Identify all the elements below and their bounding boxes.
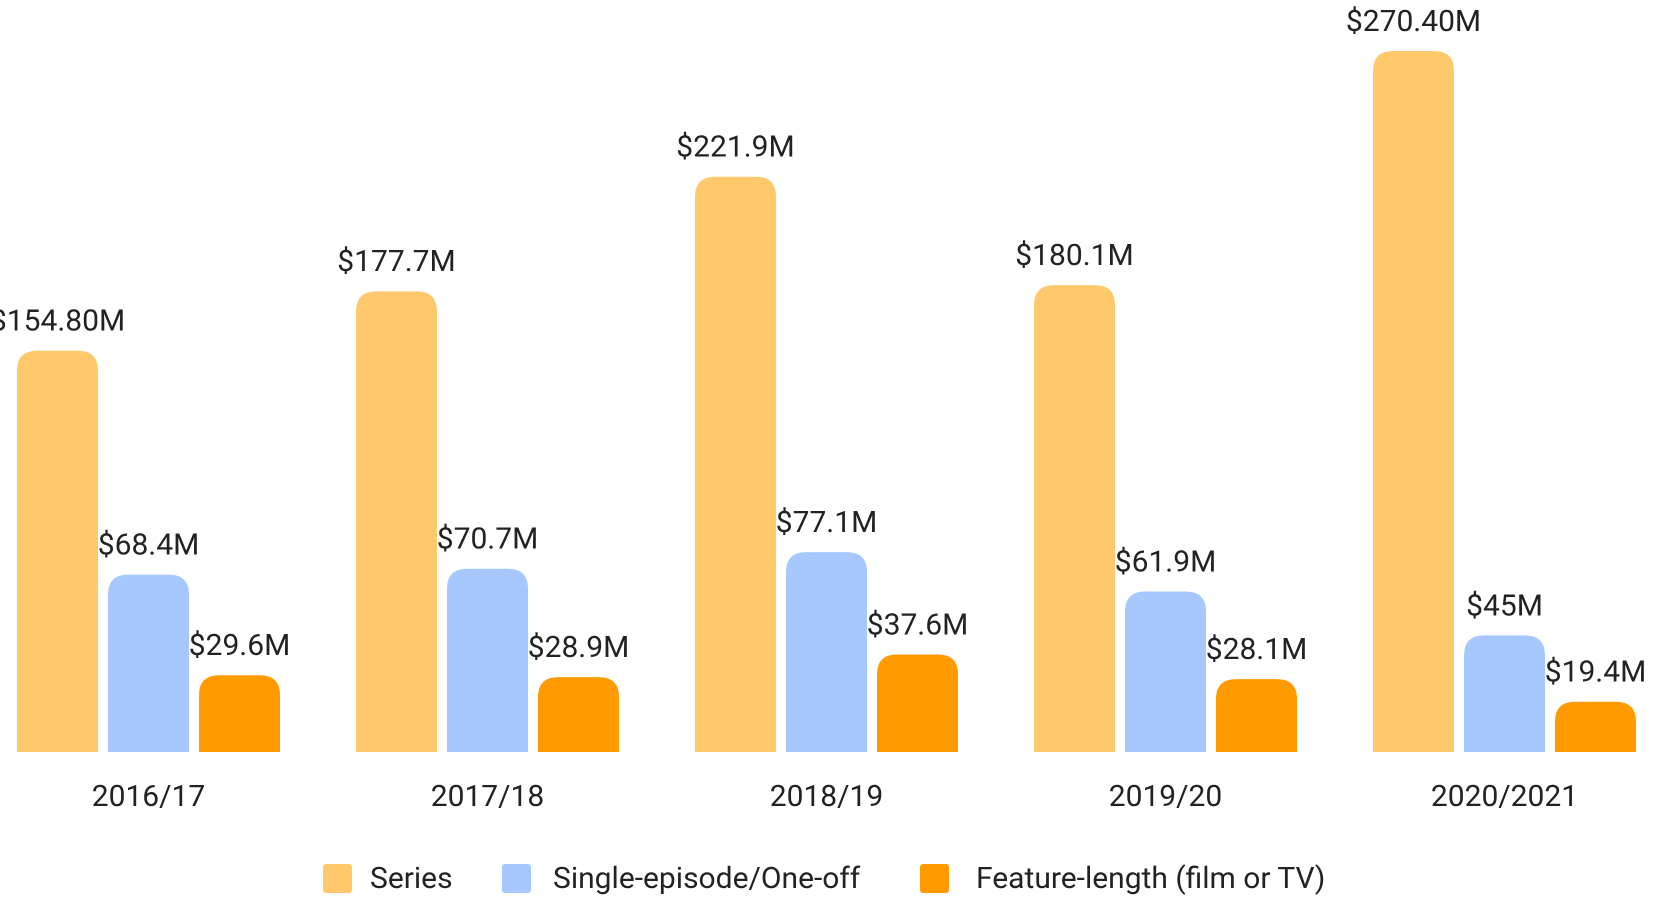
bar: [1034, 285, 1115, 752]
bar: [1125, 591, 1206, 752]
value-label: $70.7M: [437, 522, 539, 557]
bar: [786, 552, 867, 752]
x-tick-label: 2018/19: [770, 779, 884, 814]
legend-swatch: [323, 864, 352, 893]
value-label: $45M: [1466, 588, 1543, 623]
value-label: $270.40M: [1346, 4, 1481, 39]
x-tick-label: 2016/17: [92, 779, 206, 814]
value-label: $28.1M: [1206, 632, 1308, 667]
bar: [356, 291, 437, 752]
bar: [1373, 51, 1454, 752]
bar: [538, 677, 619, 752]
bar: [1464, 635, 1545, 752]
x-tick-label: 2020/2021: [1431, 779, 1578, 814]
legend-label: Single-episode/One-off: [553, 861, 861, 896]
bar: [1216, 679, 1297, 752]
legend-label: Feature-length (film or TV): [976, 861, 1325, 896]
bar: [17, 350, 98, 752]
x-tick-label: 2019/20: [1109, 779, 1223, 814]
value-label: $68.4M: [98, 528, 200, 563]
x-tick-label: 2017/18: [431, 779, 545, 814]
bar: [447, 568, 528, 752]
bar: [877, 654, 958, 752]
value-label: $28.9M: [528, 630, 630, 665]
value-label: $77.1M: [776, 505, 878, 540]
value-label: $154.80M: [0, 304, 125, 339]
legend-swatch: [920, 864, 949, 893]
bar: [1555, 701, 1636, 752]
value-label: $221.9M: [676, 130, 794, 165]
value-label: $180.1M: [1015, 238, 1133, 273]
value-label: $61.9M: [1115, 544, 1217, 579]
legend-label: Series: [370, 861, 453, 896]
bar: [108, 574, 189, 752]
value-label: $19.4M: [1545, 655, 1647, 690]
bar: [695, 176, 776, 752]
value-label: $29.6M: [189, 628, 291, 663]
value-label: $177.7M: [337, 244, 455, 279]
legend-swatch: [502, 864, 531, 893]
bar: [199, 675, 280, 752]
value-label: $37.6M: [867, 607, 969, 642]
